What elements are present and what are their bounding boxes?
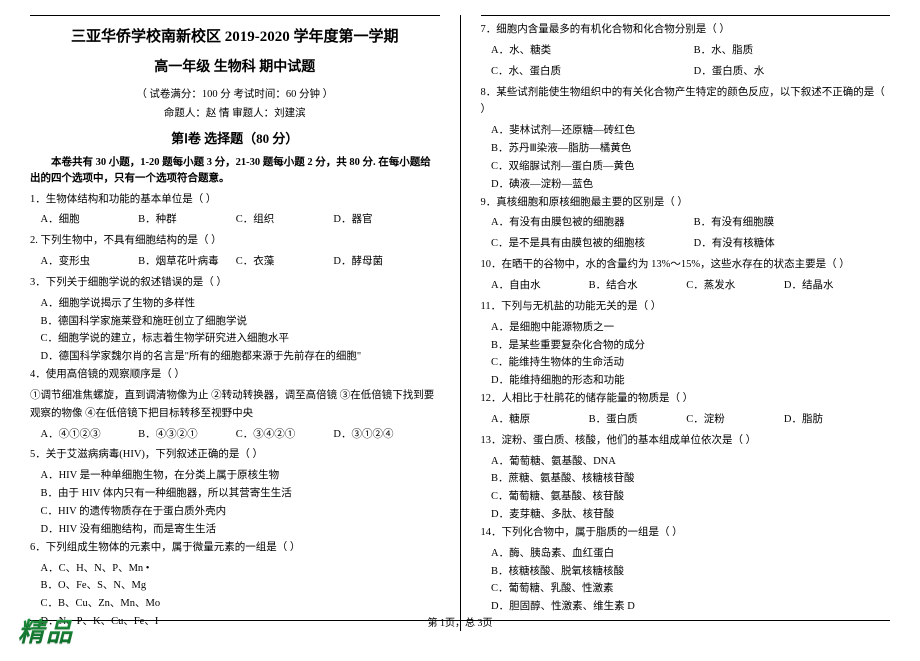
q9-opt-a: A．有没有由膜包被的细胞器 <box>491 214 691 232</box>
q12-opt-a: A．糖原 <box>491 411 586 429</box>
meta-info-2: 命题人：赵 情 审题人：刘建滨 <box>30 105 440 120</box>
q14-opt-a: A．酶、胰岛素、血红蛋白 <box>481 545 891 563</box>
q7-stem: 7．细胞内含量最多的有机化合物和化合物分别是（ ） <box>481 21 891 39</box>
q13-opt-d: D．麦芽糖、多肽、核苷酸 <box>481 506 891 524</box>
q12-opt-b: B．蛋白质 <box>589 411 684 429</box>
q4-opt-c: C．③④②① <box>236 426 331 444</box>
watermark: 精品 <box>18 612 74 649</box>
section-title: 第Ⅰ卷 选择题（80 分） <box>30 128 440 147</box>
q2-opt-c: C．衣藻 <box>236 253 331 271</box>
page-number: 第 1页，总 3页 <box>0 614 920 629</box>
q2-options: A．变形虫 B．烟草花叶病毒 C．衣藻 D．酵母菌 <box>30 253 440 271</box>
column-divider <box>460 15 461 631</box>
q10-opt-d: D．结晶水 <box>784 277 879 295</box>
q14-stem: 14．下列化合物中，属于脂质的一组是（ ） <box>481 524 891 542</box>
q2-opt-b: B．烟草花叶病毒 <box>138 253 233 271</box>
q3-stem: 3．下列关于细胞学说的叙述错误的是（ ） <box>30 274 440 292</box>
main-title: 三亚华侨学校南新校区 2019-2020 学年度第一学期 <box>30 25 440 46</box>
q6-opt-a: A．C、H、N、P、Mn • <box>30 560 440 578</box>
q1-options: A．细胞 B．种群 C．组织 D．器官 <box>30 211 440 229</box>
q8-stem: 8．某些试剂能使生物组织中的有关化合物产生特定的颜色反应，以下叙述不正确的是（ … <box>481 84 891 120</box>
q12-opt-d: D．脂肪 <box>784 411 879 429</box>
q10-opt-c: C．蒸发水 <box>686 277 781 295</box>
q6-stem: 6．下列组成生物体的元素中，属于微量元素的一组是（ ） <box>30 539 440 557</box>
q14-opt-b: B．核糖核酸、脱氧核糖核酸 <box>481 563 891 581</box>
q8-opt-a: A．斐林试剂—还原糖—砖红色 <box>481 122 891 140</box>
instruction: 本卷共有 30 小题，1-20 题每小题 3 分，21-30 题每小题 2 分，… <box>30 155 440 187</box>
q1-stem: 1．生物体结构和功能的基本单位是（ ） <box>30 191 440 209</box>
q4-options: A．④①②③ B．④③②① C．③④②① D．③①②④ <box>30 426 440 444</box>
q13-opt-a: A．葡萄糖、氨基酸、DNA <box>481 453 891 471</box>
q4-desc: ①调节细准焦螺旋，直到调清物像为止 ②转动转换器，调至高倍镜 ③在低倍镜下找到要… <box>30 387 440 423</box>
q13-opt-b: B．蔗糖、氨基酸、核糖核苷酸 <box>481 470 891 488</box>
q7-opt-c: C．水、蛋白质 <box>491 63 691 81</box>
q3-opt-c: C．细胞学说的建立，标志着生物学研究进入细胞水平 <box>30 330 440 348</box>
q11-opt-d: D．能维持细胞的形态和功能 <box>481 372 891 390</box>
q8-opt-d: D．碘液—淀粉—蓝色 <box>481 176 891 194</box>
q11-stem: 11．下列与无机盐的功能无关的是（ ） <box>481 298 891 316</box>
q10-opt-a: A．自由水 <box>491 277 586 295</box>
q9-opt-c: C．是不是具有由膜包被的细胞核 <box>491 235 691 253</box>
q4-opt-b: B．④③②① <box>138 426 233 444</box>
q4-opt-d: D．③①②④ <box>333 426 428 444</box>
q8-opt-c: C．双缩脲试剂—蛋白质—黄色 <box>481 158 891 176</box>
q1-opt-a: A．细胞 <box>41 211 136 229</box>
q8-opt-b: B．苏丹Ⅲ染液—脂肪—橘黄色 <box>481 140 891 158</box>
q12-stem: 12．人相比于杜鹃花的储存能量的物质是（ ） <box>481 390 891 408</box>
q7-opt-d: D．蛋白质、水 <box>694 63 794 81</box>
q1-opt-b: B．种群 <box>138 211 233 229</box>
q5-opt-c: C．HIV 的遗传物质存在于蛋白质外壳内 <box>30 503 440 521</box>
q3-opt-d: D．德国科学家魏尔肖的名言是"所有的细胞都来源于先前存在的细胞" <box>30 348 440 366</box>
q14-opt-c: C．葡萄糖、乳酸、性激素 <box>481 580 891 598</box>
q11-opt-c: C．能维持生物体的生命活动 <box>481 354 891 372</box>
q2-opt-a: A．变形虫 <box>41 253 136 271</box>
q12-opt-c: C．淀粉 <box>686 411 781 429</box>
q5-opt-a: A．HIV 是一种单细胞生物，在分类上属于原核生物 <box>30 467 440 485</box>
q7-opt-a: A．水、糖类 <box>491 42 691 60</box>
q10-stem: 10．在晒干的谷物中，水的含量约为 13%～15%，这些水存在的状态主要是（ ） <box>481 256 891 274</box>
q9-opt-d: D．有没有核糖体 <box>694 235 794 253</box>
q9-stem: 9．真核细胞和原核细胞最主要的区别是（ ） <box>481 194 891 212</box>
q13-stem: 13．淀粉、蛋白质、核酸，他们的基本组成单位依次是（ ） <box>481 432 891 450</box>
q4-stem: 4．使用高倍镜的观察顺序是（ ） <box>30 366 440 384</box>
sub-title: 高一年级 生物科 期中试题 <box>30 56 440 76</box>
q2-stem: 2. 下列生物中，不具有细胞结构的是（ ） <box>30 232 440 250</box>
q7-opt-b: B．水、脂质 <box>694 42 794 60</box>
q6-opt-b: B．O、Fe、S、N、Mg <box>30 577 440 595</box>
q10-options: A．自由水 B．结合水 C．蒸发水 D．结晶水 <box>481 277 891 295</box>
q3-opt-a: A．细胞学说揭示了生物的多样性 <box>30 295 440 313</box>
q9-opt-b: B．有没有细胞膜 <box>694 214 794 232</box>
q7-options-2: C．水、蛋白质 D．蛋白质、水 <box>481 63 891 81</box>
q11-opt-a: A．是细胞中能源物质之一 <box>481 319 891 337</box>
meta-info-1: （ 试卷满分：100 分 考试时间：60 分钟 ） <box>30 86 440 101</box>
q9-options-1: A．有没有由膜包被的细胞器 B．有没有细胞膜 <box>481 214 891 232</box>
q3-opt-b: B．德国科学家施莱登和施旺创立了细胞学说 <box>30 313 440 331</box>
q10-opt-b: B．结合水 <box>589 277 684 295</box>
q1-opt-d: D．器官 <box>333 211 428 229</box>
q13-opt-c: C．葡萄糖、氨基酸、核苷酸 <box>481 488 891 506</box>
q11-opt-b: B．是某些重要复杂化合物的成分 <box>481 337 891 355</box>
q2-opt-d: D．酵母菌 <box>333 253 428 271</box>
q6-opt-c: C．B、Cu、Zn、Mn、Mo <box>30 595 440 613</box>
q5-opt-d: D．HIV 没有细胞结构，而是寄生生活 <box>30 521 440 539</box>
q12-options: A．糖原 B．蛋白质 C．淀粉 D．脂肪 <box>481 411 891 429</box>
q7-options-1: A．水、糖类 B．水、脂质 <box>481 42 891 60</box>
q4-opt-a: A．④①②③ <box>41 426 136 444</box>
q1-opt-c: C．组织 <box>236 211 331 229</box>
q5-stem: 5．关于艾滋病病毒(HIV)，下列叙述正确的是（ ） <box>30 446 440 464</box>
q5-opt-b: B．由于 HIV 体内只有一种细胞器，所以其营寄生生活 <box>30 485 440 503</box>
q9-options-2: C．是不是具有由膜包被的细胞核 D．有没有核糖体 <box>481 235 891 253</box>
